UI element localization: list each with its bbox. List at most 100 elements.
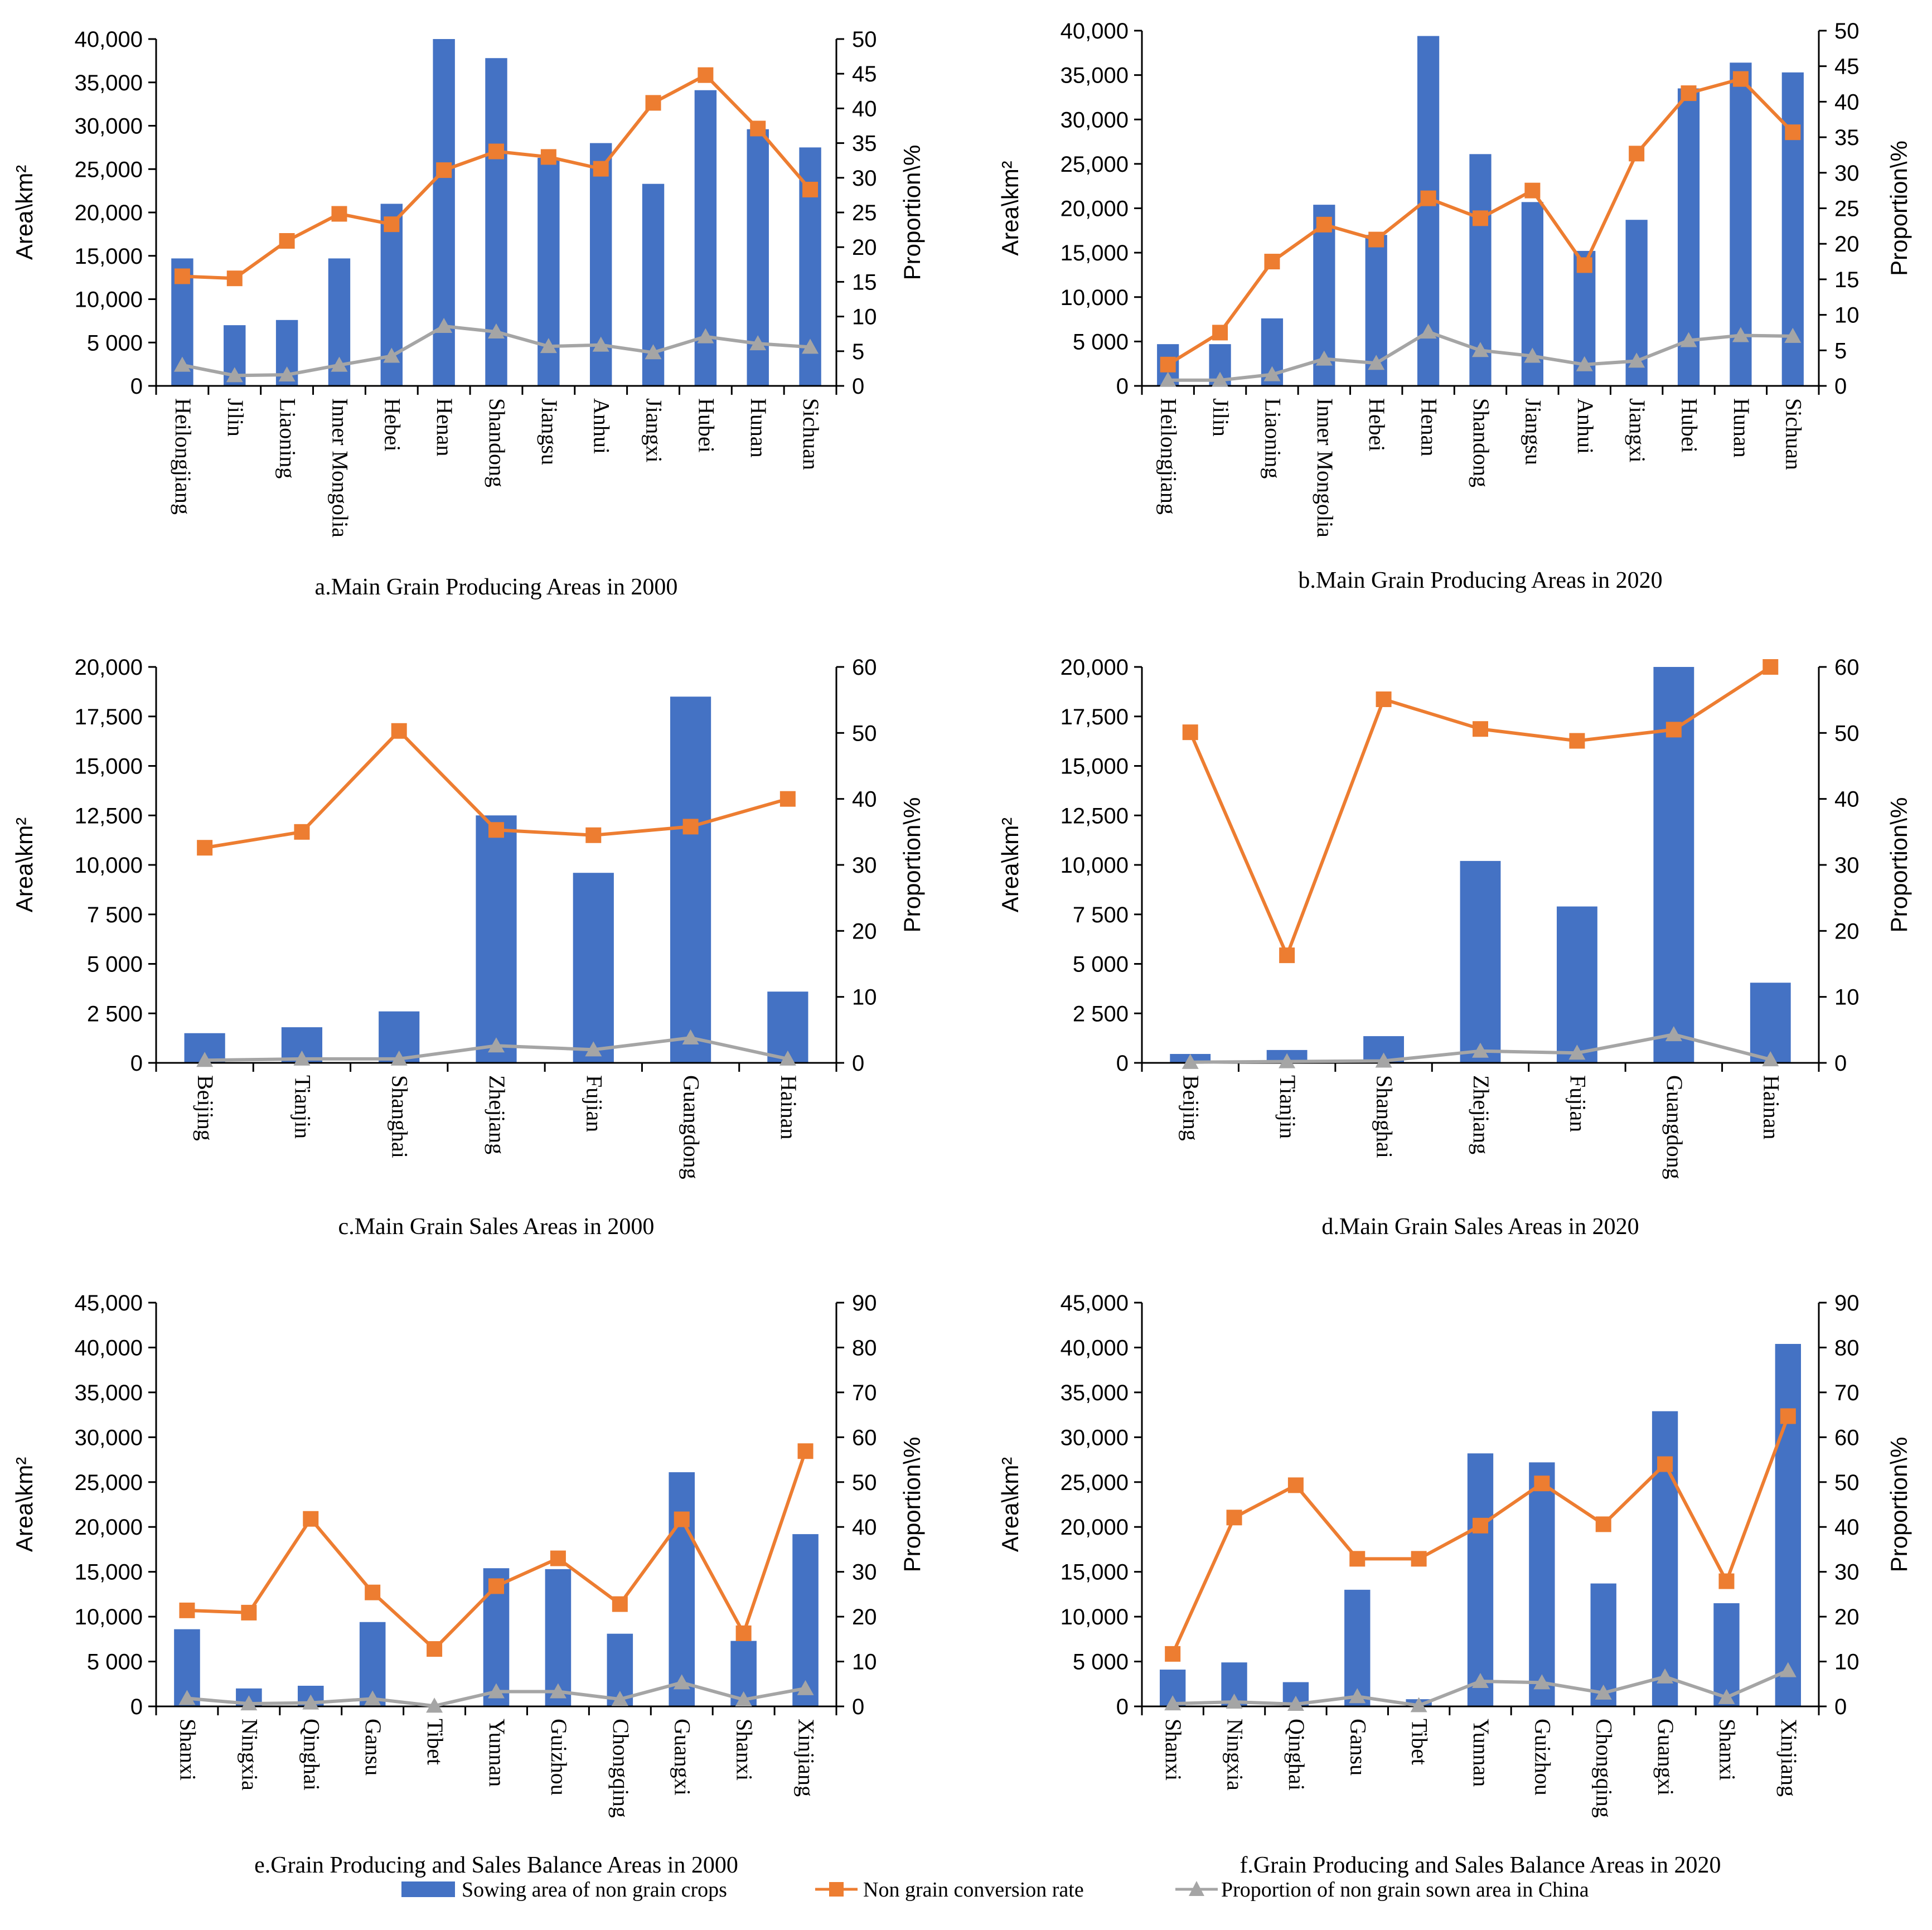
y2-tick-label: 20: [1834, 1605, 1860, 1629]
category-label: Shanghai: [1372, 1075, 1397, 1158]
marker-proportion-e-2: [302, 1694, 319, 1710]
y-tick-label: 0: [130, 1695, 143, 1719]
category-label: Sichuan: [798, 398, 824, 470]
y-tick-label: 35,000: [75, 1381, 143, 1405]
y2-tick-label: 50: [1834, 19, 1860, 43]
marker-conversion-b-4: [1368, 231, 1384, 248]
category-label: Ningxia: [237, 1719, 262, 1791]
y-tick-label: 10,000: [1061, 1605, 1129, 1629]
chart-b: 0 5 000 10,000 15,000 20,000 25,000 30,000 35,0…: [997, 19, 1912, 593]
marker-proportion-b-7: [1524, 347, 1541, 363]
y2-tick-label: 0: [852, 1051, 864, 1076]
marker-proportion-f-4: [1410, 1697, 1427, 1713]
y-tick-label: 2 500: [87, 1002, 143, 1026]
marker-conversion-a-7: [540, 149, 556, 165]
chart-d: 0 2 500 5 000 7 500 10,000 12,500 15,000 17,500…: [997, 655, 1912, 1240]
category-label: Fujian: [582, 1075, 607, 1132]
marker-proportion-d-0: [1182, 1053, 1199, 1069]
marker-proportion-e-10: [797, 1680, 814, 1695]
marker-conversion-b-2: [1264, 254, 1280, 270]
y-tick-label: 0: [1116, 1695, 1129, 1719]
bar-f-6: [1529, 1462, 1555, 1706]
y-tick-label: 35,000: [1061, 64, 1129, 88]
marker-proportion-a-11: [749, 335, 767, 351]
y2-tick-label: 60: [852, 1425, 877, 1450]
marker-conversion-f-0: [1165, 1646, 1181, 1662]
category-label: Ningxia: [1223, 1719, 1248, 1791]
y-tick-label: 17,500: [75, 705, 143, 729]
marker-conversion-e-9: [735, 1625, 752, 1641]
y2-tick-label: 45: [852, 62, 877, 86]
legend-bar-label: Sowing area of non grain crops: [462, 1878, 727, 1902]
marker-proportion-b-5: [1420, 323, 1437, 339]
y-tick-label: 12,500: [1061, 804, 1129, 828]
category-label: Shandong: [485, 398, 510, 487]
y2-tick-label: 20: [852, 919, 877, 944]
category-label: Shandong: [1469, 398, 1494, 487]
category-label: Sichuan: [1781, 398, 1806, 470]
marker-conversion-d-0: [1182, 724, 1198, 741]
marker-conversion-a-1: [226, 270, 243, 287]
marker-conversion-a-5: [436, 162, 452, 178]
marker-conversion-f-10: [1780, 1408, 1796, 1424]
marker-proportion-b-3: [1315, 350, 1333, 366]
category-label: Qinghai: [299, 1719, 324, 1791]
legend-line1-marker: [829, 1882, 844, 1897]
y2-tick-label: 60: [1834, 655, 1860, 680]
y2-tick-label: 50: [852, 1471, 877, 1495]
chart-e: 0 5 000 10,000 15,000 20,000 25,000 30,000 35,0…: [11, 1291, 925, 1878]
category-label: Gansu: [1345, 1719, 1371, 1776]
marker-conversion-a-0: [174, 268, 190, 284]
y-tick-label: 15,000: [1061, 241, 1129, 265]
y2-tick-label: 60: [852, 655, 877, 680]
y2-tick-label: 15: [852, 270, 877, 294]
y-tick-label: 10,000: [1061, 853, 1129, 878]
marker-proportion-c-6: [779, 1050, 796, 1066]
y2-tick-label: 40: [852, 1515, 877, 1540]
y-axis-title: Area\km²: [11, 165, 37, 260]
marker-conversion-c-5: [682, 819, 699, 835]
category-label: Heilongjiang: [171, 398, 196, 515]
marker-proportion-d-2: [1375, 1052, 1392, 1068]
y-tick-label: 15,000: [1061, 754, 1129, 779]
chart-title: d.Main Grain Sales Areas in 2020: [1321, 1214, 1639, 1240]
category-label: Hainan: [1759, 1075, 1784, 1140]
y2-tick-label: 30: [852, 853, 877, 878]
marker-conversion-e-1: [241, 1604, 257, 1621]
category-label: Tibet: [423, 1719, 448, 1765]
legend-line2-marker: [1189, 1881, 1204, 1896]
marker-conversion-b-1: [1212, 325, 1228, 341]
y-tick-label: 15,000: [75, 754, 143, 779]
marker-proportion-f-8: [1657, 1668, 1674, 1684]
marker-conversion-c-0: [197, 840, 213, 856]
category-label: Jilin: [223, 398, 248, 437]
y-axis-title: Area\km²: [997, 1457, 1023, 1552]
y2-tick-label: 80: [1834, 1336, 1860, 1360]
y-tick-label: 15,000: [75, 244, 143, 269]
marker-conversion-d-5: [1665, 722, 1682, 738]
y2-tick-label: 30: [1834, 1560, 1860, 1585]
category-label: Fujian: [1565, 1075, 1590, 1132]
y2-tick-label: 50: [1834, 1471, 1860, 1495]
bar-c-3: [476, 815, 517, 1063]
y-tick-label: 5 000: [1073, 952, 1129, 977]
category-label: Hubei: [694, 398, 719, 453]
marker-proportion-e-1: [240, 1695, 258, 1711]
bar-d-4: [1557, 906, 1597, 1063]
chart-c: 0 2 500 5 000 7 500 10,000 12,500 15,000 17,500…: [11, 655, 925, 1240]
y-axis-title: Area\km²: [997, 161, 1023, 255]
y2-tick-label: 90: [852, 1291, 877, 1315]
y-tick-label: 5 000: [1073, 1650, 1129, 1675]
marker-proportion-c-1: [293, 1050, 311, 1066]
y2-tick-label: 10: [1834, 303, 1860, 328]
bar-d-3: [1460, 860, 1501, 1063]
category-label: Inner Mongolia: [1313, 398, 1338, 538]
y2-tick-label: 10: [1834, 985, 1860, 1010]
marker-conversion-a-10: [698, 67, 714, 83]
marker-proportion-b-2: [1263, 366, 1281, 381]
marker-conversion-a-8: [593, 161, 609, 177]
y-tick-label: 0: [1116, 1051, 1129, 1076]
y2-tick-label: 20: [1834, 232, 1860, 257]
category-label: Zhejiang: [1469, 1075, 1494, 1154]
